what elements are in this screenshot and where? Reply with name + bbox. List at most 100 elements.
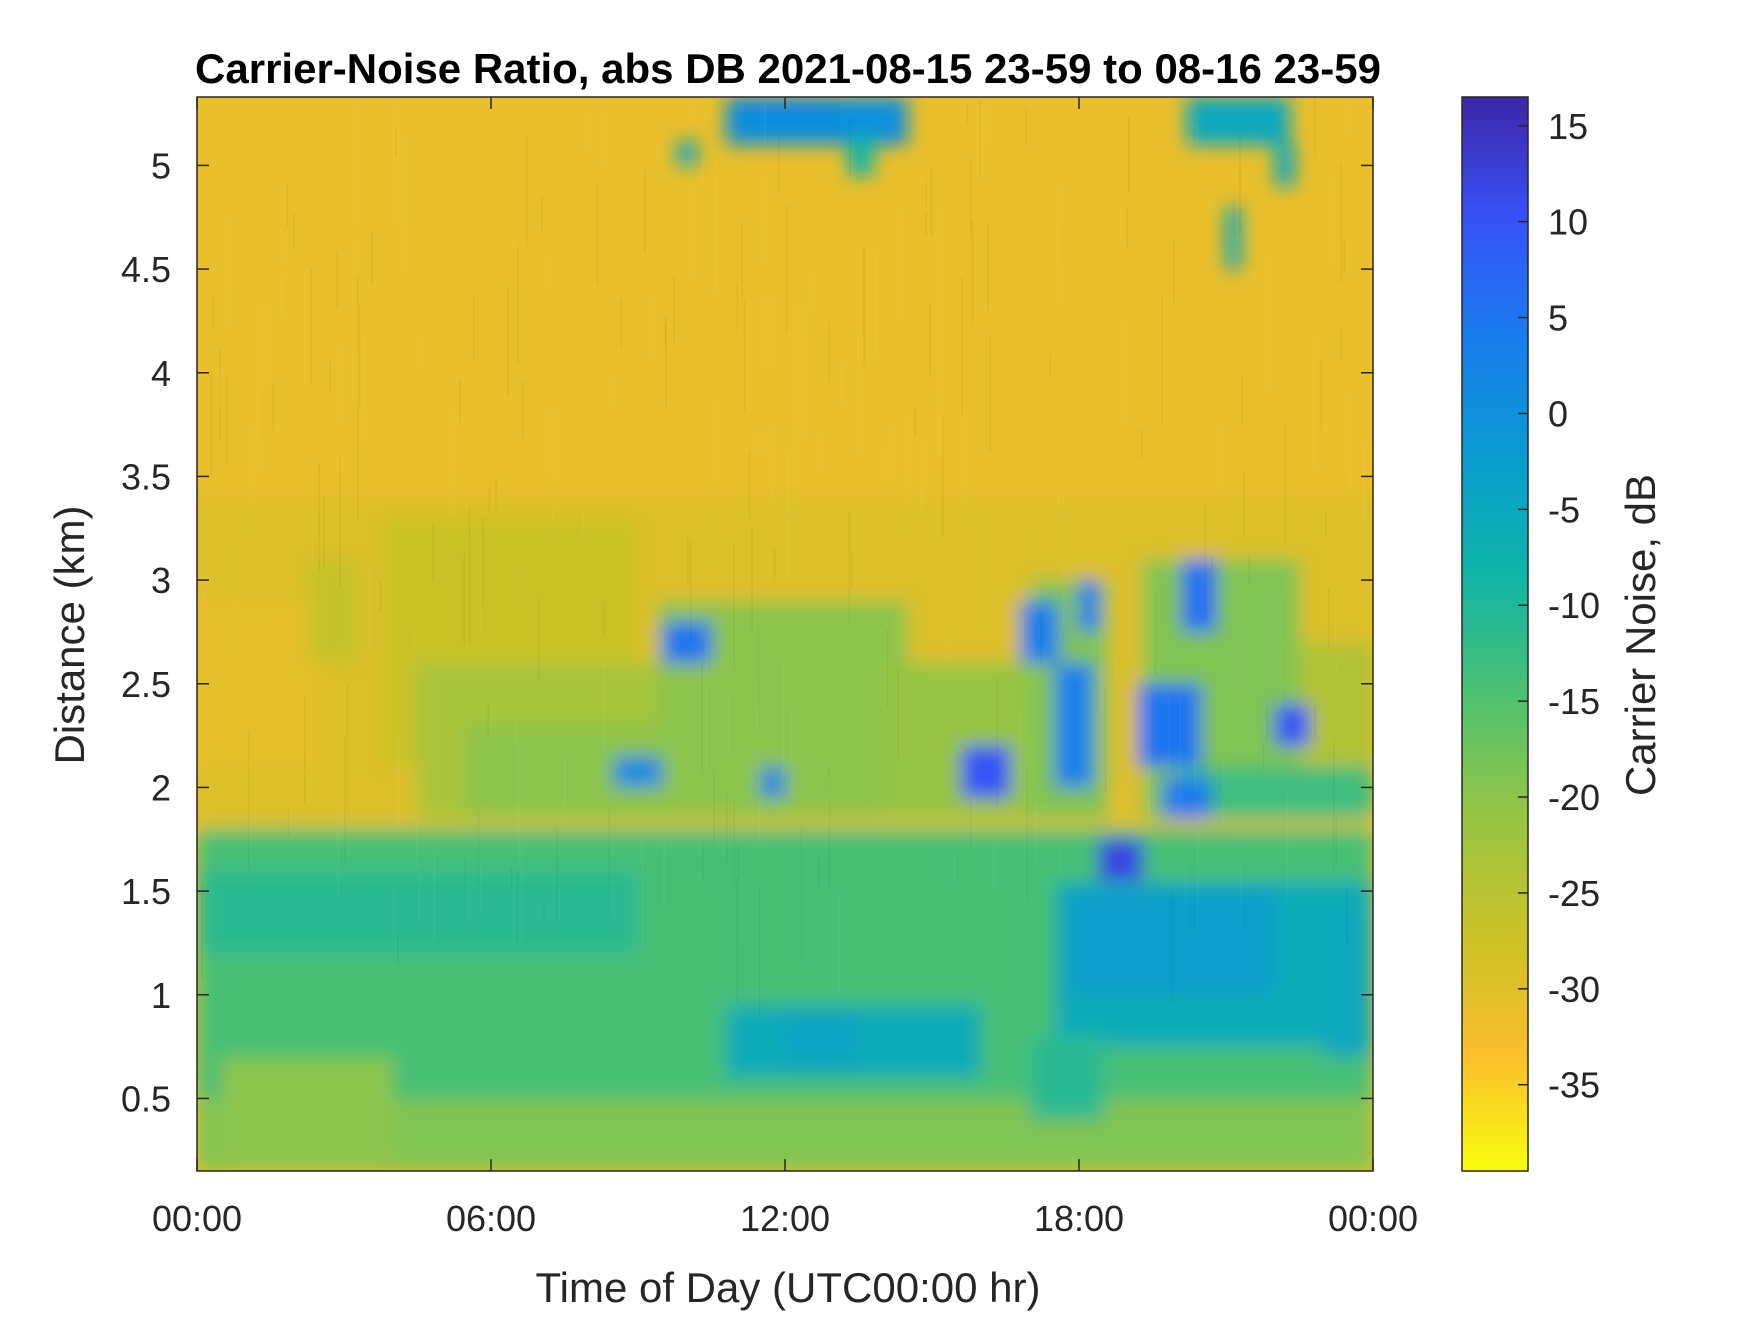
- texture-streak: [344, 735, 346, 864]
- heatmap-cell-28: [1226, 206, 1241, 270]
- texture-streak: [1121, 321, 1123, 422]
- texture-streak: [736, 875, 738, 1003]
- texture-streak: [928, 302, 931, 376]
- texture-streak: [641, 840, 643, 951]
- texture-streak: [537, 595, 540, 682]
- y-tick-label: 5: [151, 145, 171, 186]
- texture-streak: [1340, 327, 1343, 360]
- texture-streak: [800, 825, 803, 962]
- texture-streak: [1335, 816, 1338, 865]
- texture-streak: [256, 380, 259, 442]
- texture-streak: [220, 370, 222, 409]
- texture-streak: [468, 507, 471, 646]
- texture-streak: [1174, 580, 1176, 605]
- chart-title: Carrier-Noise Ratio, abs DB 2021-08-15 2…: [195, 45, 1381, 92]
- texture-streak: [741, 223, 743, 302]
- texture-streak: [518, 745, 520, 863]
- x-axis: 00:00 06:00 12:00 18:00 00:00: [152, 97, 1418, 1239]
- texture-streak: [938, 395, 940, 452]
- texture-streak: [488, 486, 491, 514]
- colorbar-tick-label: -20: [1548, 777, 1600, 818]
- texture-streak: [610, 378, 613, 409]
- texture-streak: [897, 212, 899, 315]
- texture-streak: [197, 489, 199, 565]
- heatmap-cell-9: [1108, 787, 1143, 819]
- heatmap-cell-40: [1098, 839, 1143, 881]
- texture-streak: [487, 704, 489, 738]
- texture-streak: [1154, 591, 1157, 677]
- colorbar-gradient: [1461, 96, 1529, 1172]
- heatmap-cell-36: [1020, 600, 1060, 664]
- texture-streak: [714, 157, 717, 295]
- y-tick-label: 3: [151, 560, 171, 601]
- y-tick-label: 2.5: [121, 664, 171, 705]
- texture-streak: [689, 189, 692, 280]
- texture-streak: [726, 792, 728, 866]
- texture-streak: [1032, 639, 1035, 668]
- heatmap-cell-29: [1275, 144, 1295, 187]
- texture-streak: [287, 806, 290, 837]
- texture-streak: [897, 667, 899, 758]
- colorbar-label: Carrier Noise, dB: [1617, 474, 1664, 796]
- texture-streak: [851, 553, 853, 589]
- texture-streak: [644, 169, 646, 253]
- texture-streak: [653, 298, 655, 356]
- y-tick-label: 4.5: [121, 249, 171, 290]
- texture-streak: [713, 400, 716, 486]
- texture-streak: [764, 104, 766, 145]
- texture-streak: [459, 379, 462, 423]
- texture-streak: [521, 846, 523, 943]
- x-tick-label: 12:00: [740, 1198, 830, 1239]
- texture-streak: [1350, 469, 1353, 492]
- texture-streak: [1314, 706, 1316, 738]
- texture-streak: [993, 845, 995, 888]
- texture-streak: [1026, 764, 1029, 902]
- texture-streak: [226, 374, 228, 464]
- texture-streak: [395, 127, 397, 157]
- texture-streak: [371, 231, 374, 285]
- colorbar-tick-label: -5: [1548, 489, 1580, 530]
- texture-streak: [759, 431, 761, 453]
- texture-streak: [758, 885, 761, 1016]
- texture-streak: [946, 624, 948, 668]
- texture-streak: [1320, 358, 1322, 432]
- texture-streak: [979, 99, 981, 177]
- texture-streak: [973, 797, 976, 846]
- texture-streak: [1133, 654, 1135, 687]
- texture-streak: [1211, 555, 1213, 611]
- texture-streak: [773, 548, 776, 583]
- texture-streak: [799, 308, 801, 435]
- heatmap-cell-16: [197, 870, 638, 954]
- texture-streak: [339, 454, 341, 590]
- texture-streak: [337, 777, 339, 895]
- texture-streak: [393, 99, 396, 221]
- texture-streak: [543, 901, 545, 924]
- texture-streak: [940, 214, 943, 345]
- texture-streak: [828, 321, 830, 384]
- texture-streak: [1019, 713, 1022, 791]
- texture-streak: [818, 856, 820, 888]
- y-axis: 0.5 1 1.5 2 2.5 3 3.5 4 4.5 5: [121, 145, 1373, 1119]
- x-tick-label: 00:00: [152, 1198, 242, 1239]
- texture-streak: [416, 786, 418, 870]
- texture-streak: [713, 772, 715, 847]
- texture-streak: [286, 185, 289, 228]
- texture-streak: [225, 221, 228, 327]
- texture-streak: [1325, 511, 1327, 536]
- texture-streak: [606, 111, 608, 163]
- texture-streak: [1284, 422, 1287, 541]
- texture-streak: [1127, 116, 1130, 194]
- texture-streak: [354, 680, 357, 771]
- texture-streak: [828, 766, 831, 888]
- texture-streak: [1335, 594, 1337, 673]
- y-tick-label: 3.5: [121, 456, 171, 497]
- texture-streak: [477, 809, 480, 886]
- texture-streak: [418, 873, 420, 922]
- texture-streak: [416, 341, 418, 366]
- texture-streak: [737, 844, 740, 944]
- texture-streak: [920, 444, 923, 520]
- texture-streak: [743, 299, 746, 414]
- texture-streak: [544, 262, 547, 284]
